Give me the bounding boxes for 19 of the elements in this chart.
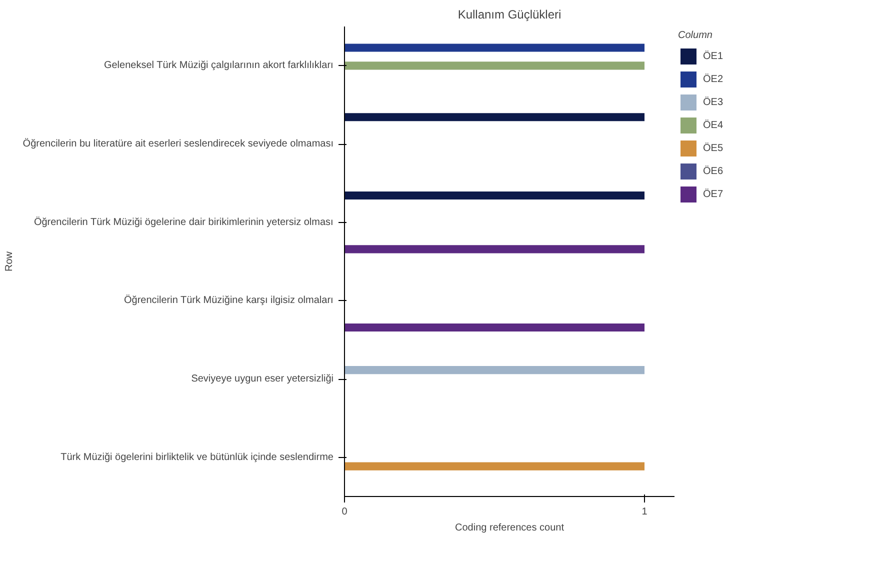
x-tick-label: 0 (342, 506, 348, 518)
y-axis-title: Row (4, 250, 15, 272)
legend-label: ÖE1 (703, 50, 724, 62)
y-tick-label: Öğrencilerin bu literatüre ait eserleri seslendirecek seviyede olmaması (22, 138, 334, 150)
legend-label: ÖE2 (703, 74, 724, 84)
chart-title: Kullanım Güçlükleri (458, 8, 562, 22)
y-tick-label: Seviyeye uygun eser yetersizliği (191, 374, 334, 384)
legend-title: Column (678, 30, 714, 41)
legend-label: ÖE7 (703, 188, 724, 200)
legend-label: ÖE4 (703, 120, 724, 130)
legend-label: ÖE3 (703, 96, 724, 108)
y-tick-label: Geleneksel Türk Müziği çalgılarının akort farklılıkları (104, 60, 334, 72)
y-tick-label: Türk Müziği ögelerini birliktelik ve bütünlük içinde seslendirme (60, 452, 334, 463)
x-tick-label: 1 (642, 506, 648, 518)
legend-label: ÖE5 (703, 142, 724, 154)
y-tick-label: Öğrencilerin Türk Müziğine karşı ilgisiz olmaları (124, 294, 334, 306)
legend-label: ÖE6 (703, 166, 724, 176)
x-axis-title: Coding references count (455, 522, 564, 534)
y-tick-label: Öğrencilerin Türk Müziği ögelerine dair birikimlerinin yetersiz olması (34, 216, 334, 228)
